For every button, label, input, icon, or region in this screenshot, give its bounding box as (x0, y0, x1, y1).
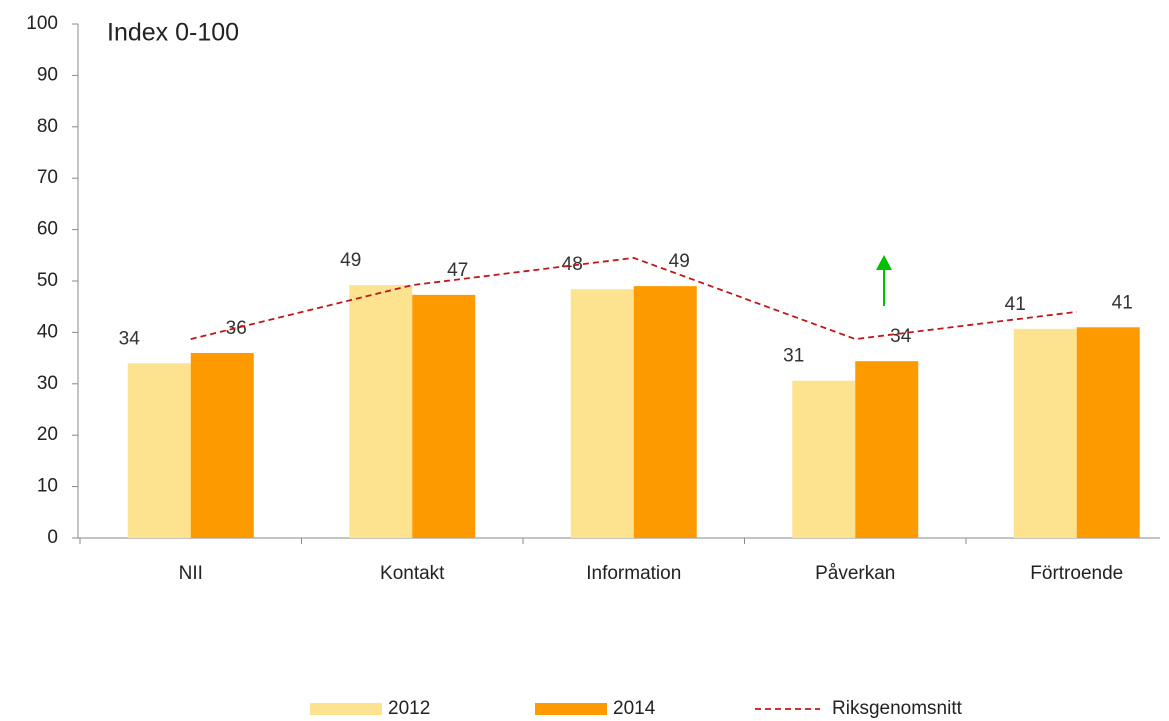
value-label: 49 (669, 251, 690, 272)
legend-swatch (310, 703, 382, 715)
legend-label: 2012 (388, 698, 430, 719)
y-tick-label: 20 (37, 424, 58, 445)
y-tick-label: 100 (26, 13, 58, 34)
value-label: 48 (562, 254, 583, 275)
legend-swatch (535, 703, 607, 715)
significance-arrow-head (876, 255, 892, 270)
bar (349, 285, 413, 538)
y-tick-label: 30 (37, 373, 58, 394)
x-tick-label: Förtroende (1030, 563, 1123, 584)
x-tick-label: NII (179, 563, 203, 584)
value-label: 34 (890, 326, 912, 347)
x-tick-label: Information (586, 563, 681, 584)
bar (633, 286, 697, 538)
value-label: 49 (340, 250, 361, 271)
bar (127, 363, 191, 538)
value-label: 36 (226, 318, 247, 339)
y-tick-label: 80 (37, 116, 58, 137)
y-tick-label: 40 (37, 321, 58, 342)
y-tick-label: 50 (37, 270, 58, 291)
value-label: 41 (1112, 292, 1133, 313)
legend-label: 2014 (613, 698, 656, 719)
x-tick-label: Påverkan (815, 563, 895, 584)
value-label: 41 (1005, 294, 1026, 315)
bar (570, 289, 634, 538)
value-label: 34 (119, 328, 141, 349)
chart-title: Index 0-100 (107, 19, 239, 47)
bar (1013, 328, 1077, 538)
value-label: 47 (447, 260, 468, 281)
y-tick-label: 90 (37, 64, 58, 85)
y-tick-label: 60 (37, 219, 58, 240)
y-tick-label: 70 (37, 167, 58, 188)
legend-label: Riksgenomsnitt (832, 698, 963, 719)
y-tick-label: 10 (37, 476, 58, 497)
bar (412, 294, 476, 538)
bar (855, 361, 919, 538)
x-tick-label: Kontakt (380, 563, 445, 584)
y-tick-label: 0 (47, 527, 58, 548)
average-line (190, 256, 1077, 341)
bar (1076, 327, 1140, 538)
bar (190, 352, 254, 538)
bar (792, 380, 856, 538)
value-label: 31 (783, 346, 804, 367)
